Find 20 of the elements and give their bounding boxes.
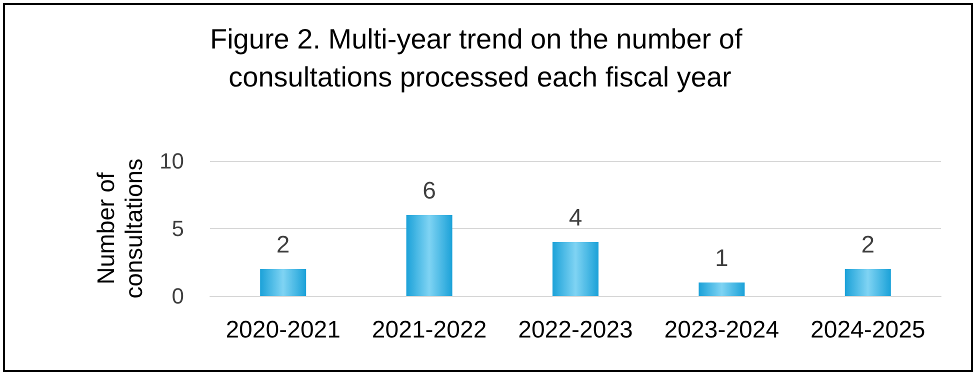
data-label: 4 (568, 204, 582, 232)
bar (844, 269, 891, 296)
bar (552, 242, 598, 296)
y-tick-label: 0 (172, 284, 184, 308)
bar (260, 269, 306, 296)
y-tick-label: 10 (160, 148, 184, 174)
x-tick-label: 2024-2025 (810, 316, 926, 344)
bar (698, 282, 745, 296)
data-label: 6 (422, 178, 436, 204)
x-tick-label: 2023-2024 (664, 316, 780, 344)
x-tick-label: 2021-2022 (372, 316, 487, 344)
data-label: 2 (861, 232, 875, 258)
x-tick-label: 2022-2023 (518, 316, 633, 344)
y-tick-label: 5 (172, 216, 184, 241)
data-label: 1 (715, 245, 728, 272)
data-label: 2 (276, 232, 290, 258)
bar (406, 215, 452, 296)
x-tick-label: 2020-2021 (226, 316, 340, 344)
chart-title: Figure 2. Multi-year trend on the number of consultations processed each fiscal year (210, 24, 750, 92)
y-axis-title: Number of consultations (93, 158, 148, 299)
